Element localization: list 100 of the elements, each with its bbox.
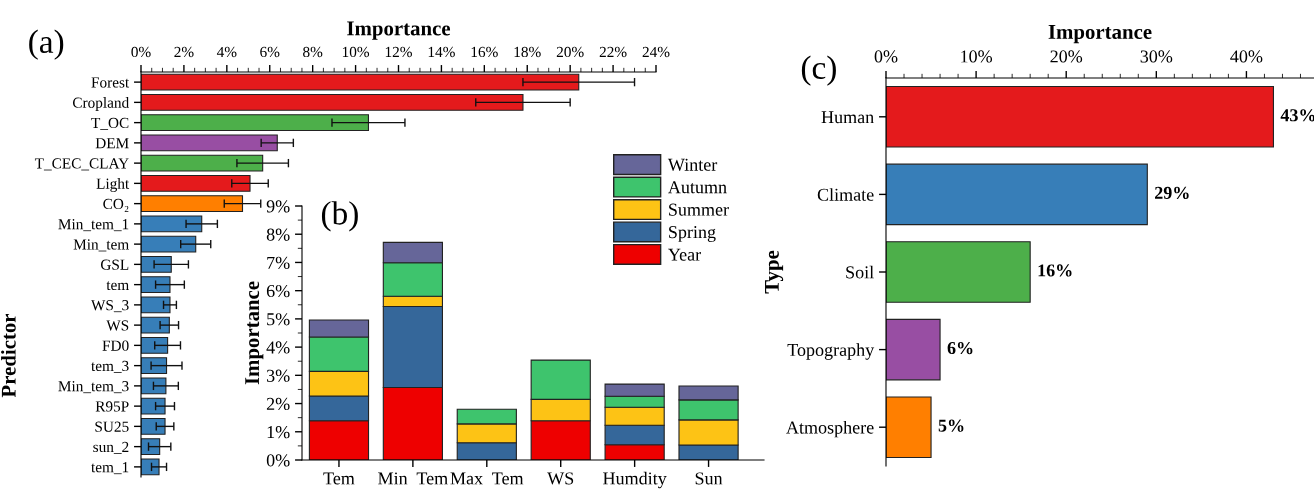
data-label: 16% [1038, 264, 1072, 277]
y-tick-label: DEM [95, 138, 129, 149]
x-axis-title: Importance [1048, 25, 1152, 44]
y-tick-label: 0% [266, 454, 290, 467]
y-tick-label: 4% [266, 341, 290, 354]
x-tick-label: 18% [514, 46, 541, 58]
legend-label: Year [668, 248, 701, 261]
bar [141, 174, 251, 192]
y-tick-label: 7% [267, 256, 290, 269]
bar [141, 255, 172, 273]
y-tick-label: Topography [787, 343, 875, 360]
x-axis-title: Importance [347, 21, 451, 40]
x-tick-label: Sun [695, 472, 723, 485]
x-tick-label: 20% [1050, 50, 1083, 63]
bar [141, 195, 244, 213]
bar [141, 134, 278, 152]
y-tick-label: Climate [817, 188, 874, 201]
legend-label: Summer [669, 203, 729, 216]
x-tick-label: Max Tem [450, 472, 524, 485]
bar [141, 296, 171, 314]
x-tick-label: 14% [428, 46, 455, 58]
x-tick-label: 10% [342, 46, 370, 58]
y-tick-label: SU25 [95, 421, 129, 432]
legend-label: Winter [667, 158, 718, 171]
x-tick-label: 30% [1140, 50, 1173, 63]
bar [886, 85, 1275, 148]
y-tick-label: 5% [267, 313, 290, 326]
bar [141, 215, 203, 233]
text: (a) [29, 29, 64, 60]
y-tick-label: Min_tem [73, 239, 129, 252]
x-tick-label: Humdity [603, 471, 667, 489]
x-tick-label: 16% [471, 46, 498, 58]
bar [886, 396, 932, 459]
data-label: 5% [938, 419, 964, 432]
bar [141, 438, 161, 456]
y-tick-label: R95P [95, 401, 129, 412]
x-tick-label: Min Tem [378, 472, 448, 485]
y-tick-label: Forest [91, 77, 130, 88]
data-label: 6% [947, 341, 973, 355]
bar [141, 154, 264, 172]
y-tick-label: tem [106, 281, 129, 291]
data-label: 29% [1155, 186, 1189, 199]
x-tick-label: 4% [216, 46, 237, 58]
y-tick-label: 9% [266, 200, 290, 213]
y-tick-label: tem_3 [91, 360, 129, 373]
bar [141, 417, 166, 435]
y-tick-label: T_OC [91, 117, 129, 130]
x-tick-label: 8% [303, 46, 323, 58]
y-tick-label: Min_tem_3 [58, 381, 129, 394]
bar [141, 357, 168, 375]
bar [141, 114, 370, 132]
data-label: 43% [1280, 109, 1314, 122]
x-tick-label: 20% [556, 46, 584, 58]
y-tick-label: 8% [266, 228, 290, 241]
x-tick-label: 40% [1230, 50, 1263, 63]
y-tick-label: Human [821, 111, 874, 124]
y-tick-label: FD0 [102, 340, 129, 351]
x-tick-label: 10% [961, 50, 993, 63]
y-tick-label: Light [96, 178, 130, 192]
bar [141, 93, 524, 111]
annotation: (b) [321, 201, 358, 232]
legend-label: Autumn [668, 181, 727, 194]
y-tick-label: 1% [267, 426, 290, 439]
bar [141, 73, 580, 91]
y-tick-label: Min_tem_1 [58, 219, 129, 232]
bar [141, 276, 171, 294]
bar [886, 241, 1031, 303]
y-tick-label: Soil [846, 265, 874, 279]
y-axis-title: Type [765, 250, 784, 294]
y-tick-label: Cropland [72, 97, 130, 111]
y-tick-label: sun_2 [93, 441, 129, 454]
y-tick-label: 6% [266, 284, 290, 298]
bar [141, 235, 197, 253]
x-tick-label: 22% [599, 46, 627, 58]
x-tick-label: 2% [174, 46, 194, 58]
bar [141, 336, 169, 354]
y-axis-title: Importance [245, 281, 264, 385]
y-tick-label: CO₂ [103, 198, 129, 213]
bar [141, 458, 160, 476]
y-axis-title: Predictor [1, 313, 16, 398]
bar [141, 397, 166, 415]
x-tick-label: WS [547, 472, 574, 485]
x-tick-label: 12% [385, 46, 412, 58]
y-tick-label: WS [106, 320, 129, 331]
bar [141, 316, 170, 334]
x-tick-label: 24% [642, 46, 670, 58]
y-tick-label: 2% [266, 397, 290, 411]
legend-label: Spring [669, 226, 716, 242]
y-tick-label: Atmosphere [786, 420, 874, 438]
x-tick-label: Tem [323, 472, 355, 485]
y-tick-label: 3% [266, 369, 290, 382]
y-tick-label: T_CEC_CLAY [34, 158, 129, 171]
bar [886, 163, 1148, 226]
x-tick-label: 0% [874, 50, 898, 63]
bar [141, 377, 167, 395]
y-tick-label: tem_1 [91, 462, 129, 475]
y-tick-label: WS_3 [91, 300, 129, 313]
y-tick-label: GSL [100, 259, 129, 270]
bar [886, 318, 941, 381]
text: (c) [801, 55, 836, 86]
